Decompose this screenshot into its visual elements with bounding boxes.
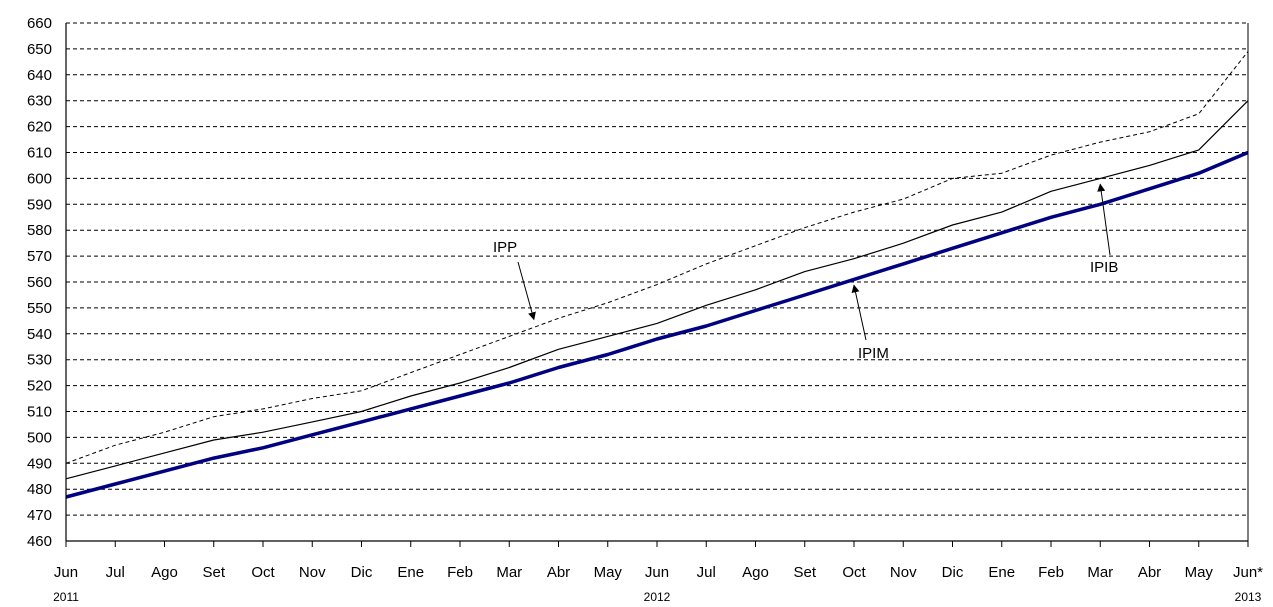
y-tick-label: 530	[27, 352, 52, 369]
y-tick-label: 600	[27, 170, 52, 187]
series-lines	[65, 51, 1249, 499]
y-tick-label: 470	[27, 507, 52, 524]
y-tick-label: 560	[27, 274, 52, 291]
year-label: 2012	[644, 590, 671, 604]
y-tick-label: 580	[27, 222, 52, 239]
series-line-ipp	[65, 51, 1249, 464]
y-tick-label: 610	[27, 145, 52, 162]
y-tick-label: 640	[27, 67, 52, 84]
year-labels: 2011 2012 2013	[53, 590, 1262, 604]
annotation-label-ipim: IPIM	[858, 345, 889, 362]
y-tick-label: 550	[27, 300, 52, 317]
y-tick-label: 490	[27, 455, 52, 472]
annotation-label-ipp: IPP	[493, 239, 517, 256]
x-tick-label: Mar	[496, 564, 522, 581]
y-tick-label: 480	[27, 481, 52, 498]
x-tick-label: Jul	[106, 564, 125, 581]
annotation-arrow	[851, 284, 867, 341]
y-tick-label: 590	[27, 196, 52, 213]
x-tick-label: Nov	[890, 564, 917, 581]
x-tick-label: Dic	[942, 564, 964, 581]
annotation-label-ipib: IPIB	[1090, 259, 1118, 276]
axes	[65, 23, 1249, 547]
x-tick-label: Ene	[397, 564, 424, 581]
x-tick-label: Ene	[988, 564, 1015, 581]
x-tick-label: Oct	[842, 564, 866, 581]
year-label: 2013	[1235, 590, 1262, 604]
x-tick-label: Feb	[1038, 564, 1064, 581]
x-tick-label: Ago	[742, 564, 769, 581]
x-tick-label: Jun	[54, 564, 78, 581]
x-tick-label: Jun*	[1233, 564, 1263, 581]
annotation-arrow	[517, 261, 536, 321]
x-tick-label: Dic	[351, 564, 373, 581]
series-line-ipim	[65, 150, 1249, 499]
x-tick-label: May	[1185, 564, 1214, 581]
year-label: 2011	[53, 590, 79, 604]
x-tick-label: Abr	[547, 564, 570, 581]
annotation-arrow	[1097, 183, 1111, 256]
y-tick-label: 630	[27, 93, 52, 110]
x-tick-label: Abr	[1138, 564, 1161, 581]
x-tick-label: Ago	[151, 564, 178, 581]
x-tick-label: Jul	[697, 564, 716, 581]
x-axis-tick-labels: Jun Jul Ago Set Oct Nov Dic Ene Feb Mar Abr May Jun J…	[54, 564, 1263, 581]
y-tick-label: 650	[27, 41, 52, 58]
x-tick-label: Set	[202, 564, 225, 581]
y-tick-label: 500	[27, 429, 52, 446]
series-line-ipib	[65, 100, 1249, 480]
x-tick-label: May	[594, 564, 623, 581]
series-annotations: IPP IPIM IPIB	[493, 183, 1118, 362]
x-tick-label: Nov	[299, 564, 326, 581]
y-tick-label: 520	[27, 378, 52, 395]
y-tick-label: 540	[27, 326, 52, 343]
x-tick-label: Jun	[645, 564, 669, 581]
y-tick-label: 660	[27, 15, 52, 32]
y-tick-label: 620	[27, 119, 52, 136]
y-tick-label: 460	[27, 533, 52, 550]
x-tick-label: Set	[793, 564, 816, 581]
y-tick-label: 570	[27, 248, 52, 265]
x-tick-label: Mar	[1087, 564, 1113, 581]
y-tick-label: 510	[27, 404, 52, 421]
x-tick-label: Oct	[251, 564, 275, 581]
y-axis-tick-labels: 460 470 480 490 500 510 520 530 540 550 560 570 580 5…	[27, 15, 52, 550]
gridlines	[66, 22, 1248, 516]
x-tick-label: Feb	[447, 564, 473, 581]
